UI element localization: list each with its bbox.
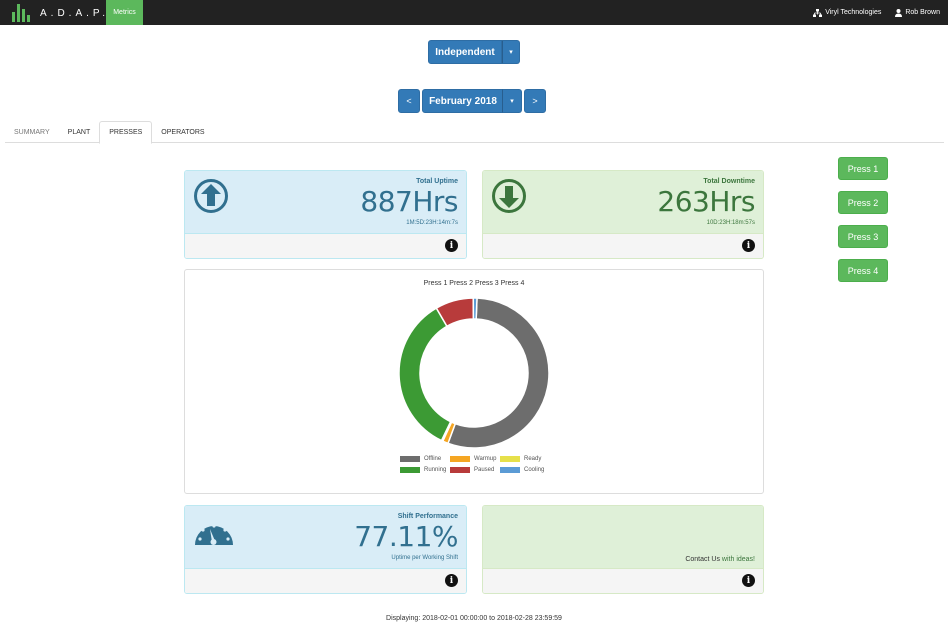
downtime-title: Total Downtime (703, 178, 755, 185)
speedometer-icon (195, 520, 233, 545)
legend-swatch (450, 455, 470, 462)
press-1-button[interactable]: Press 1 (838, 157, 888, 180)
legend-label: Running (424, 466, 447, 473)
month-caret-button[interactable]: ▾ (502, 89, 522, 113)
chart-title: Press 1 Press 2 Press 3 Press 4 (423, 280, 525, 287)
company-name: Viryl Technologies (825, 9, 882, 16)
downtime-value: 263Hrs (657, 185, 755, 218)
tab-plant[interactable]: PLANT (67, 128, 91, 136)
brand-bars-icon (12, 4, 30, 22)
caret-down-icon: ▾ (509, 49, 513, 56)
info-icon[interactable]: i (445, 239, 458, 252)
company-menu[interactable]: Viryl Technologies (813, 8, 882, 17)
press-status-chart-panel: Press 1 Press 2 Press 3 Press 4 Offline … (184, 269, 764, 494)
legend-label: Warmup (474, 455, 497, 462)
arrow-circle-up-icon (194, 179, 228, 213)
tab-summary[interactable]: SUMMARY (14, 128, 50, 136)
month-button[interactable]: February 2018 (422, 89, 504, 113)
shift-detail: Uptime per Working Shift (391, 555, 458, 561)
donut-slice-running[interactable] (398, 307, 452, 442)
legend-label: Cooling (524, 466, 545, 473)
legend-swatch (450, 466, 470, 473)
contact-text: Contact Us with ideas! (685, 556, 755, 563)
donut-slice-offline[interactable] (447, 297, 550, 449)
mode-caret-button[interactable]: ▾ (502, 40, 520, 64)
info-icon[interactable]: i (742, 574, 755, 587)
donut-slice-cooling[interactable] (472, 297, 478, 320)
contact-link[interactable]: with ideas! (721, 556, 755, 563)
top-navbar: A.D.A.P.T. Metrics Viryl Technologies Ro… (0, 0, 948, 25)
downtime-panel: Total Downtime 263Hrs 10D:23H:18m:57s i (482, 170, 764, 259)
legend-swatch (500, 466, 520, 473)
press-status-donut-chart (398, 297, 550, 449)
tab-operators[interactable]: OPERATORS (161, 128, 205, 136)
shift-performance-panel: Shift Performance 77.11% Uptime per Work… (184, 505, 467, 594)
uptime-title: Total Uptime (416, 178, 458, 185)
user-icon (895, 8, 903, 17)
uptime-panel: Total Uptime 887Hrs 1M:5D:23H:14m:7s i (184, 170, 467, 259)
info-icon[interactable]: i (445, 574, 458, 587)
brand-logo[interactable]: A.D.A.P.T. (12, 3, 125, 23)
user-menu[interactable]: Rob Brown (895, 8, 940, 17)
mode-button[interactable]: Independent (428, 40, 502, 64)
shift-value: 77.11% (354, 520, 458, 553)
legend-item-running[interactable]: Running (400, 466, 450, 473)
month-selector: < February 2018 ▾ > (398, 89, 546, 113)
uptime-detail: 1M:5D:23H:14m:7s (406, 220, 458, 226)
info-icon[interactable]: i (742, 239, 755, 252)
legend-swatch (400, 455, 420, 462)
legend-label: Paused (474, 466, 495, 473)
legend-swatch (500, 455, 520, 462)
legend-item-cooling[interactable]: Cooling (500, 466, 550, 473)
shift-title: Shift Performance (397, 513, 458, 520)
downtime-detail: 10D:23H:18m:57s (706, 220, 755, 226)
contact-panel: Contact Us with ideas! i (482, 505, 764, 594)
user-name: Rob Brown (905, 9, 940, 16)
sitemap-icon (813, 8, 823, 17)
legend-label: Ready (524, 455, 542, 462)
press-4-button[interactable]: Press 4 (838, 259, 888, 282)
nav-metrics-link[interactable]: Metrics (106, 0, 143, 25)
caret-down-icon: ▾ (510, 98, 514, 105)
legend-item-offline[interactable]: Offline (400, 455, 450, 462)
arrow-circle-down-icon (492, 179, 526, 213)
date-range-footer: Displaying: 2018-02-01 00:00:00 to 2018-… (386, 615, 562, 622)
nav-tabs: SUMMARY PLANT PRESSES OPERATORS (5, 121, 944, 144)
legend-item-paused[interactable]: Paused (450, 466, 500, 473)
tab-presses[interactable]: PRESSES (99, 121, 153, 144)
prev-month-button[interactable]: < (398, 89, 420, 113)
legend-item-ready[interactable]: Ready (500, 455, 550, 462)
mode-dropdown: Independent ▾ (428, 40, 520, 64)
brand-name: A.D.A.P.T. (40, 7, 125, 19)
press-3-button[interactable]: Press 3 (838, 225, 888, 248)
uptime-value: 887Hrs (360, 185, 458, 218)
press-2-button[interactable]: Press 2 (838, 191, 888, 214)
legend-item-warmup[interactable]: Warmup (450, 455, 500, 462)
next-month-button[interactable]: > (524, 89, 546, 113)
legend-swatch (400, 466, 420, 473)
chart-legend: Offline Warmup Ready Running Paused Cool… (400, 453, 560, 475)
legend-label: Offline (424, 455, 442, 462)
contact-label: Contact Us (685, 556, 720, 563)
